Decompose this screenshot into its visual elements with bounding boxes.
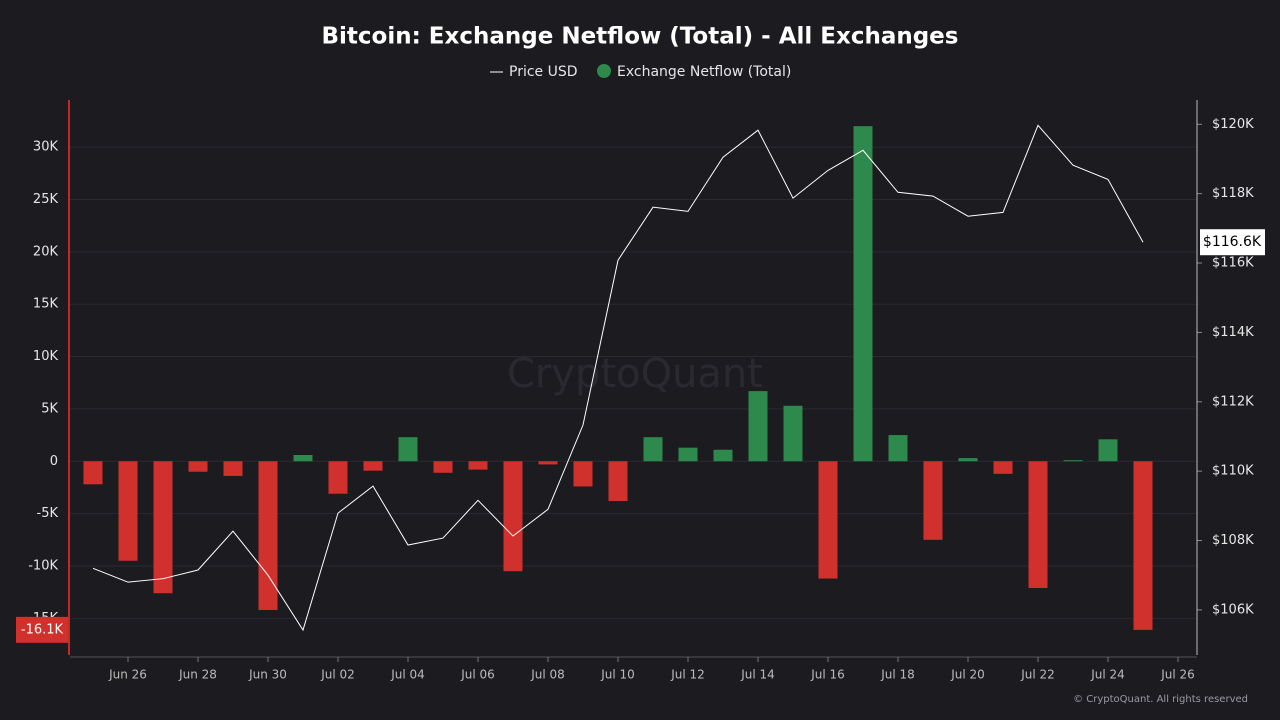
bar [888, 435, 908, 462]
watermark: CryptoQuant [507, 351, 763, 397]
bar [223, 461, 243, 476]
bar [1133, 461, 1153, 630]
x-tick-label: Jul 02 [320, 668, 355, 682]
y-tick-label: 15K [33, 297, 59, 312]
bar [958, 458, 978, 462]
bar [83, 461, 103, 485]
bar [678, 447, 698, 462]
y2-tick-label: $112K [1212, 394, 1254, 409]
x-tick-label: Jul 16 [810, 668, 845, 682]
x-tick-label: Jun 26 [108, 668, 147, 682]
value-label: $116.6K [1203, 234, 1262, 250]
chart-title: Bitcoin: Exchange Netflow (Total) - All … [322, 24, 959, 50]
x-tick-label: Jul 08 [530, 668, 565, 682]
bar [923, 461, 943, 540]
bar [258, 461, 278, 610]
bar [1098, 439, 1118, 462]
x-tick-label: Jul 06 [460, 668, 495, 682]
bar [118, 461, 138, 561]
bar [433, 461, 453, 473]
y2-tick-label: $114K [1212, 325, 1254, 340]
bar [1028, 461, 1048, 588]
y2-tick-label: $118K [1212, 186, 1254, 201]
y2-tick-label: $108K [1212, 533, 1254, 548]
bar [503, 461, 523, 572]
bar [363, 461, 383, 471]
x-tick-label: Jul 04 [390, 668, 425, 682]
bar [818, 461, 838, 579]
legend-dot [597, 64, 611, 78]
bar [783, 405, 803, 462]
x-tick-label: Jul 10 [600, 668, 635, 682]
credit: © CryptoQuant. All rights reserved [1073, 694, 1248, 705]
y2-tick-label: $106K [1212, 602, 1254, 617]
y-tick-label: 30K [33, 140, 59, 155]
x-tick-label: Jul 14 [740, 668, 775, 682]
x-tick-label: Jul 20 [950, 668, 985, 682]
bar [993, 461, 1013, 474]
bar [643, 437, 663, 462]
value-label-box [16, 616, 68, 643]
value-label-box [1200, 229, 1265, 256]
bar [293, 454, 313, 462]
bar [608, 461, 628, 502]
y-tick-label: 0 [50, 454, 58, 469]
x-tick-label: Jul 18 [880, 668, 915, 682]
bar [538, 461, 558, 465]
y2-tick-label: $120K [1212, 117, 1254, 132]
y-tick-label: 5K [41, 401, 58, 416]
y-tick-label: 25K [33, 192, 59, 207]
bar [188, 461, 208, 472]
bar [713, 449, 733, 462]
bar [853, 126, 873, 462]
bar [398, 437, 418, 462]
bar [153, 461, 173, 594]
value-label: -16.1K [21, 622, 64, 637]
bar [468, 461, 488, 470]
bar [748, 391, 768, 462]
x-tick-label: Jul 24 [1090, 668, 1125, 682]
x-tick-label: Jul 26 [1160, 668, 1195, 682]
legend-label: Exchange Netflow (Total) [617, 64, 791, 80]
legend-label: Price USD [509, 64, 578, 80]
y-tick-label: 20K [33, 244, 59, 259]
x-tick-label: Jul 12 [670, 668, 705, 682]
x-tick-label: Jun 30 [248, 668, 287, 682]
y-tick-label: -5K [37, 506, 59, 521]
y2-tick-label: $116K [1212, 256, 1254, 271]
x-tick-label: Jun 28 [178, 668, 217, 682]
x-tick-label: Jul 22 [1020, 668, 1055, 682]
y-tick-label: -10K [28, 558, 58, 573]
price-line [92, 124, 1144, 632]
bar [328, 461, 348, 494]
bar [573, 461, 593, 487]
bar [1063, 460, 1083, 462]
y-tick-label: 10K [33, 349, 59, 364]
y2-tick-label: $110K [1212, 464, 1254, 479]
